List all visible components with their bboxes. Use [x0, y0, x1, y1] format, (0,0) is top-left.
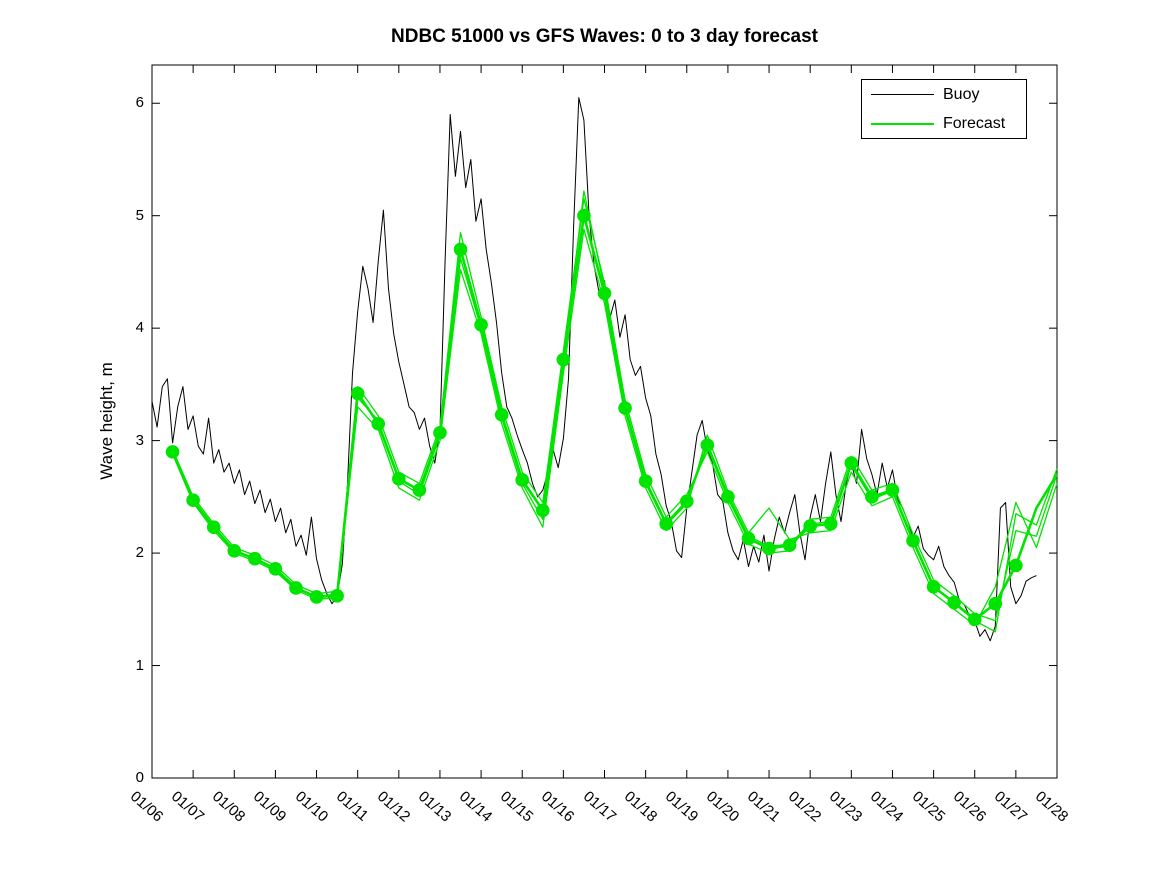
forecast-marker: [659, 517, 674, 531]
forecast-marker: [453, 242, 468, 257]
forecast-marker: [392, 472, 406, 486]
forecast-marker: [289, 581, 303, 595]
forecast-marker: [248, 551, 262, 566]
forecast-marker: [885, 483, 900, 497]
forecast-marker: [165, 445, 180, 459]
forecast-marker: [433, 425, 447, 440]
forecast-marker: [762, 541, 776, 556]
forecast-marker: [186, 493, 200, 508]
forecast-marker: [638, 474, 653, 488]
forecast-marker: [494, 407, 509, 422]
forecast-marker: [988, 596, 1003, 611]
forecast-marker: [556, 352, 571, 367]
forecast-marker: [700, 438, 715, 452]
forecast-marker: [330, 589, 344, 603]
forecast-marker: [844, 456, 859, 470]
forecast-marker: [741, 531, 756, 546]
forecast-marker: [268, 562, 283, 576]
forecast-marker: [782, 538, 797, 553]
forecast-marker: [865, 490, 879, 504]
forecast-marker: [535, 503, 550, 518]
forecast-marker: [597, 286, 612, 301]
forecast-marker: [412, 483, 427, 497]
forecast-marker: [906, 533, 920, 548]
forecast-marker: [679, 494, 694, 509]
forecast-marker: [947, 595, 961, 610]
forecast-marker: [618, 401, 632, 415]
forecast-marker: [350, 386, 365, 401]
forecast-marker: [206, 520, 221, 535]
series-forecast-member-b: [172, 198, 1058, 622]
forecast-marker: [577, 208, 591, 223]
forecast-marker: [803, 519, 817, 533]
forecast-marker: [721, 490, 735, 504]
series-buoy: [151, 97, 1037, 642]
forecast-marker: [227, 544, 242, 558]
forecast-marker: [1009, 558, 1023, 573]
forecast-marker: [967, 612, 982, 627]
forecast-marker: [474, 317, 488, 332]
forecast-marker: [926, 580, 941, 594]
axis-box: [151, 64, 1058, 779]
forecast-marker: [823, 517, 838, 531]
forecast-marker: [515, 473, 530, 487]
forecast-marker: [309, 590, 324, 604]
forecast-marker: [371, 416, 386, 431]
